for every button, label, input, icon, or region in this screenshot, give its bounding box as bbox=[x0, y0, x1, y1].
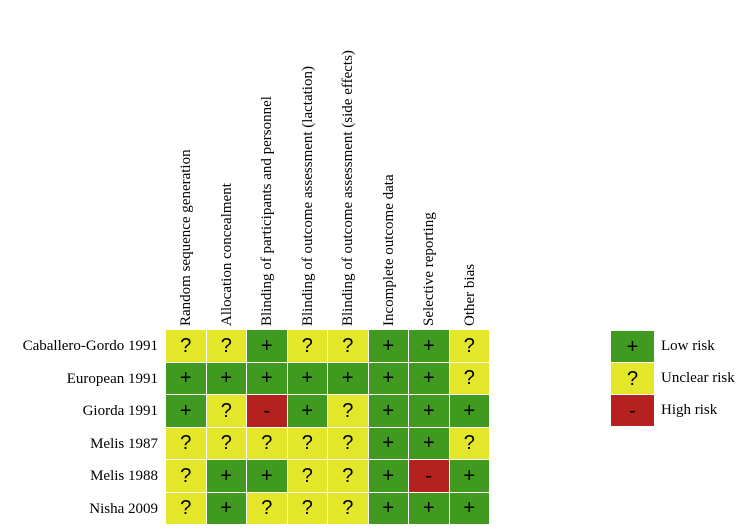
rating-cell: ? bbox=[328, 330, 369, 363]
legend-swatch: - bbox=[611, 395, 654, 426]
rating-cell: + bbox=[368, 427, 409, 460]
rating-cell: ? bbox=[206, 330, 247, 363]
column-header-label: Blinding of outcome assessment (side eff… bbox=[340, 50, 356, 326]
rating-cell: + bbox=[166, 362, 207, 395]
rating-cell: ? bbox=[287, 460, 328, 493]
legend-swatch: ? bbox=[611, 363, 654, 394]
rating-cell: + bbox=[409, 362, 450, 395]
rating-cell: + bbox=[206, 460, 247, 493]
column-header-label: Incomplete outcome data bbox=[380, 174, 397, 326]
study-label: Caballero-Gordo 1991 bbox=[22, 338, 158, 355]
column-header-label: Blinding of outcome assessment (lactatio… bbox=[299, 66, 316, 326]
rating-cell: + bbox=[328, 362, 369, 395]
rating-cell: ? bbox=[328, 395, 369, 428]
study-label: Giorda 1991 bbox=[82, 403, 158, 420]
rating-cell: + bbox=[368, 492, 409, 525]
legend-label: High risk bbox=[661, 402, 718, 418]
rating-cell: + bbox=[287, 362, 328, 395]
column-header-label: Other bias bbox=[461, 263, 478, 326]
rating-cell: + bbox=[449, 492, 490, 525]
rating-cell: + bbox=[368, 460, 409, 493]
rating-cell: ? bbox=[328, 427, 369, 460]
rating-cell: + bbox=[368, 362, 409, 395]
rating-cell: + bbox=[449, 460, 490, 493]
rating-cell: + bbox=[409, 427, 450, 460]
study-label: European 1991 bbox=[66, 370, 158, 387]
rating-cell: ? bbox=[166, 330, 207, 363]
rating-cell: + bbox=[166, 395, 207, 428]
rating-cell: ? bbox=[287, 330, 328, 363]
rating-cell: + bbox=[247, 330, 288, 363]
column-header-label: Selective reporting bbox=[421, 212, 437, 326]
rating-cell: - bbox=[247, 395, 288, 428]
legend-label: Unclear risk bbox=[661, 370, 735, 386]
study-label: Melis 1988 bbox=[90, 468, 158, 485]
rating-cell: ? bbox=[166, 427, 207, 460]
rating-cell: + bbox=[206, 492, 247, 525]
rating-cell: + bbox=[409, 330, 450, 363]
rating-cell: ? bbox=[449, 362, 490, 395]
rating-cell: ? bbox=[166, 492, 207, 525]
rating-cell: ? bbox=[206, 395, 247, 428]
rating-cell: + bbox=[409, 492, 450, 525]
rating-cell: + bbox=[287, 395, 328, 428]
column-header-label: Allocation concealment bbox=[218, 183, 235, 326]
rating-cell: ? bbox=[287, 427, 328, 460]
rating-cell: ? bbox=[328, 460, 369, 493]
rating-cell: + bbox=[247, 362, 288, 395]
rating-cell: ? bbox=[328, 492, 369, 525]
study-label: Nisha 2009 bbox=[89, 500, 158, 517]
rating-cell: ? bbox=[449, 330, 490, 363]
rating-cell: ? bbox=[287, 492, 328, 525]
rating-cell: + bbox=[368, 395, 409, 428]
rating-cell: + bbox=[247, 460, 288, 493]
rating-cell: ? bbox=[449, 427, 490, 460]
rating-cell: - bbox=[409, 460, 450, 493]
legend-swatch: + bbox=[611, 331, 654, 362]
rating-cell: ? bbox=[206, 427, 247, 460]
rating-cell: + bbox=[206, 362, 247, 395]
rating-cell: ? bbox=[247, 492, 288, 525]
column-header-label: Blinding of participants and personnel bbox=[259, 96, 275, 326]
rating-cell: ? bbox=[166, 460, 207, 493]
rating-cell: ? bbox=[247, 427, 288, 460]
legend-label: Low risk bbox=[661, 338, 715, 354]
study-label: Melis 1987 bbox=[90, 435, 158, 452]
rating-cell: + bbox=[368, 330, 409, 363]
column-header-label: Random sequence generation bbox=[178, 149, 194, 326]
rating-cell: + bbox=[449, 395, 490, 428]
rating-cell: + bbox=[409, 395, 450, 428]
